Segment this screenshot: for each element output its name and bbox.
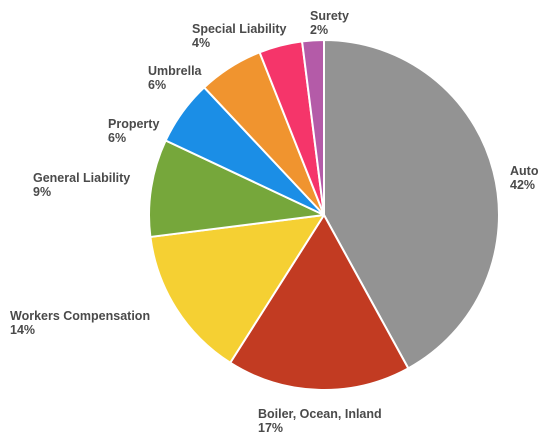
- slice-percent: 2%: [310, 23, 328, 37]
- slice-label-boiler-ocean-inland: Boiler, Ocean, Inland 17%: [258, 407, 382, 435]
- slice-label-special-liability: Special Liability 4%: [192, 22, 287, 50]
- slice-percent: 42%: [510, 178, 535, 192]
- slice-label-workers-compensation: Workers Compensation 14%: [10, 309, 150, 337]
- pie-slice-auto: [323, 39, 500, 370]
- slice-percent: 9%: [33, 185, 51, 199]
- pie-slices: [148, 39, 500, 391]
- slice-label-property: Property 6%: [108, 117, 159, 145]
- pie-slice-workers-compensation: [149, 214, 325, 364]
- slice-percent: 4%: [192, 36, 210, 50]
- slice-name: Special Liability: [192, 22, 287, 36]
- slice-label-surety: Surety 2%: [310, 9, 349, 37]
- pie-slice-boiler-ocean-inland: [229, 214, 410, 391]
- slice-name: Property: [108, 117, 159, 131]
- slice-percent: 14%: [10, 323, 35, 337]
- slice-name: Umbrella: [148, 64, 203, 78]
- slice-percent: 17%: [258, 421, 283, 435]
- pie-slice-general-liability: [148, 139, 325, 238]
- slice-name: Auto: [510, 164, 539, 178]
- slice-percent: 6%: [148, 78, 166, 92]
- slice-label-auto: Auto 42%: [510, 164, 539, 192]
- pie-labels: Auto 42% Boiler, Ocean, Inland 17% Workers C…: [10, 9, 539, 435]
- pie-slice-surety: [301, 39, 325, 216]
- slice-percent: 6%: [108, 131, 126, 145]
- slice-name: Boiler, Ocean, Inland: [258, 407, 382, 421]
- slice-name: General Liability: [33, 171, 130, 185]
- slice-name: Surety: [310, 9, 349, 23]
- slice-label-general-liability: General Liability 9%: [33, 171, 130, 199]
- slice-name: Workers Compensation: [10, 309, 150, 323]
- slice-label-umbrella: Umbrella 6%: [148, 64, 203, 92]
